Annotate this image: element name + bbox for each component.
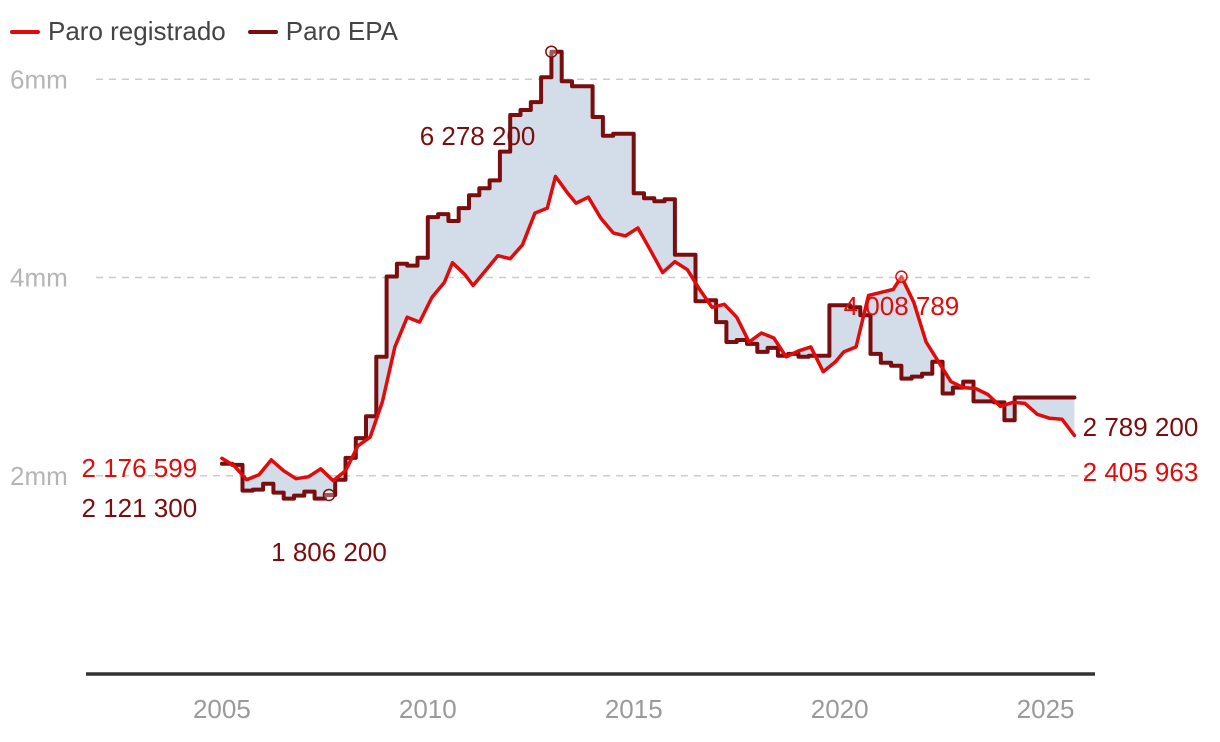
series-line-paro-epa [219,49,1077,501]
data-label-1-806-200: 1 806 200 [271,537,387,567]
legend-swatch-paro-epa [247,29,278,34]
x-tick-label-2020: 2020 [811,694,869,724]
y-tick-label-6mm: 6mm [10,64,68,94]
data-label-2-405-963: 2 405 963 [1083,457,1199,487]
x-tick-label-2010: 2010 [399,694,457,724]
data-label-6-278-200: 6 278 200 [420,121,536,151]
legend: Paro registrado Paro EPA [10,16,420,47]
annotation-marker-5 [895,270,908,283]
legend-label-paro-epa: Paro EPA [285,16,399,46]
x-tick-label-2025: 2025 [1017,694,1075,724]
data-label-2-121-300: 2 121 300 [82,493,198,523]
gap-shaded-area [221,51,1075,499]
series-line-paro-registrado [220,174,1077,483]
legend-swatch-paro-registrado [10,29,40,34]
legend-item-paro-epa: Paro EPA [247,16,399,47]
legend-item-paro-registrado: Paro registrado [10,16,226,47]
data-label-2-176-599: 2 176 599 [82,453,198,483]
annotation-marker-4 [545,45,558,58]
legend-label-paro-registrado: Paro registrado [48,16,226,46]
y-tick-label-4mm: 4mm [10,263,68,293]
y-tick-label-2mm: 2mm [10,461,68,491]
x-tick-label-2005: 2005 [193,694,251,724]
annotation-marker-3 [322,488,336,502]
data-label-4-008-789: 4 008 789 [844,291,960,321]
data-label-2-789-200: 2 789 200 [1083,412,1199,442]
x-tick-label-2015: 2015 [605,694,663,724]
